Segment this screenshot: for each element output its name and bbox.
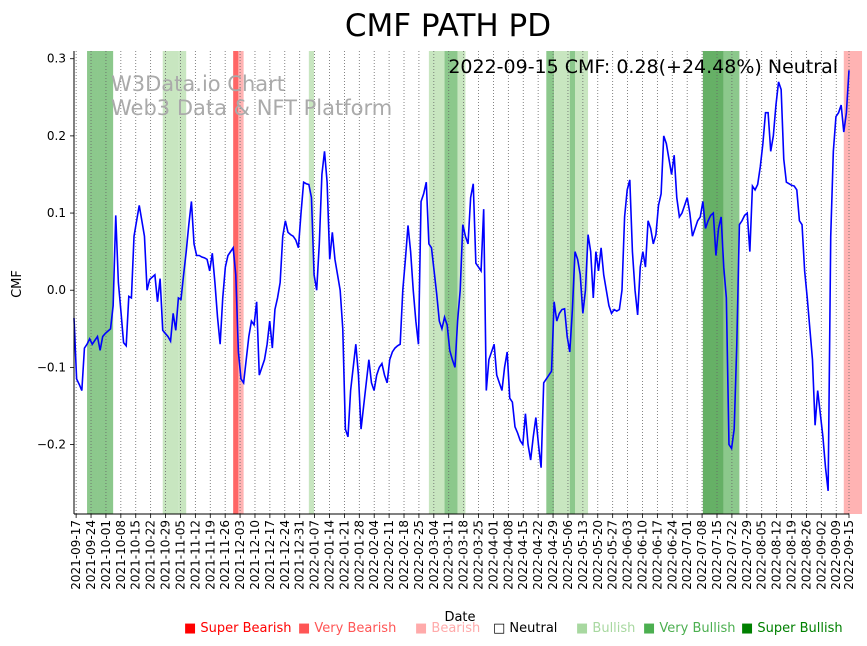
x-tick-label: 2022-09-09 xyxy=(829,520,843,590)
signal-band-6 xyxy=(238,51,244,514)
x-tick-label: 2021-09-17 xyxy=(69,520,83,590)
watermark-line-2: Web3 Data & NFT Platform xyxy=(111,96,392,120)
x-tick-label: 2022-03-18 xyxy=(457,520,471,590)
x-tick-label: 2022-02-04 xyxy=(367,520,381,590)
axes xyxy=(73,51,849,515)
signal-band-10 xyxy=(457,51,466,514)
x-tick-label: 2021-10-22 xyxy=(144,520,158,590)
x-tick-label: 2022-03-11 xyxy=(442,520,456,590)
x-tick-label: 2022-07-22 xyxy=(725,520,739,590)
latest-value-annotation: 2022-09-15 CMF: 0.28(+24.48%) Neutral xyxy=(448,56,838,78)
signal-bands xyxy=(87,51,863,514)
y-tick-label: 0.3 xyxy=(47,52,66,66)
signal-band-17 xyxy=(843,51,863,514)
x-tick-label: 2021-10-01 xyxy=(99,520,113,590)
x-tick-label: 2022-05-13 xyxy=(576,520,590,590)
x-tick-label: 2022-01-21 xyxy=(337,520,351,590)
cmf-series-line xyxy=(73,70,850,491)
x-tick-label: 2022-08-12 xyxy=(770,520,784,590)
legend-item-super-bearish: ■ Super Bearish xyxy=(184,621,292,636)
x-tick-label: 2021-12-31 xyxy=(293,520,307,590)
x-tick-label: 2022-02-18 xyxy=(397,520,411,590)
y-tick-label: −0.2 xyxy=(37,438,66,452)
x-tick-label: 2021-10-08 xyxy=(114,520,128,590)
x-tick-label: 2022-09-02 xyxy=(814,520,828,590)
x-tick-label: 2021-11-26 xyxy=(218,520,232,590)
legend-item-very-bullish: ■ Very Bullish xyxy=(643,621,736,636)
x-tick-label: 2022-07-15 xyxy=(710,520,724,590)
x-tick-label: 2022-04-08 xyxy=(501,520,515,590)
x-tick-label: 2021-12-03 xyxy=(233,520,247,590)
signal-band-12 xyxy=(554,51,570,514)
signal-band-7 xyxy=(308,51,315,514)
signal-band-15 xyxy=(702,51,724,514)
x-tick-label: 2022-02-25 xyxy=(412,520,426,590)
x-tick-label: 2022-06-24 xyxy=(665,520,679,590)
x-tick-label: 2022-02-11 xyxy=(382,520,396,590)
x-tick-label: 2021-12-24 xyxy=(278,520,292,590)
y-axis-label: CMF xyxy=(10,270,25,298)
signal-band-2 xyxy=(97,51,114,514)
x-tick-label: 2022-08-19 xyxy=(785,520,799,590)
x-tick-label: 2021-11-05 xyxy=(173,520,187,590)
x-tick-label: 2021-11-12 xyxy=(188,520,202,590)
x-tick-label: 2022-03-25 xyxy=(472,520,486,590)
legend: ■ Super Bearish ■ Very Bearish ■ Bearish □ … xyxy=(0,621,867,639)
watermark-line-1: W3Data.io Chart xyxy=(111,72,285,96)
x-tick-label: 2021-12-10 xyxy=(248,520,262,590)
x-tick-label: 2022-09-15 xyxy=(842,520,856,590)
x-tick-label: 2022-06-17 xyxy=(650,520,664,590)
legend-item-super-bullish: ■ Super Bullish xyxy=(741,621,843,636)
x-tick-label: 2022-07-08 xyxy=(695,520,709,590)
x-tick-label: 2022-08-26 xyxy=(799,520,813,590)
x-tick-label: 2022-05-27 xyxy=(606,520,620,590)
x-tick-label: 2022-01-07 xyxy=(308,520,322,590)
signal-band-11 xyxy=(546,51,555,514)
x-tick-label: 2022-07-01 xyxy=(680,520,694,590)
x-tick-label: 2022-05-06 xyxy=(561,520,575,590)
x-tick-label: 2022-04-29 xyxy=(546,520,560,590)
x-tick-label: 2022-06-03 xyxy=(621,520,635,590)
x-tick-label: 2022-04-15 xyxy=(516,520,530,590)
x-tick-label: 2022-08-05 xyxy=(755,520,769,590)
x-tick-label: 2022-07-29 xyxy=(740,520,754,590)
signal-band-1 xyxy=(87,51,98,514)
legend-item-bearish: ■ Bearish xyxy=(415,621,481,636)
y-tick-label: 0.0 xyxy=(47,283,66,297)
x-axis-label: Date xyxy=(444,610,475,625)
legend-item-neutral: □ Neutral xyxy=(493,621,558,636)
signal-band-13 xyxy=(569,51,576,514)
y-axis-ticks: −0.2 −0.1 0.0 0.1 0.2 0.3 xyxy=(37,52,74,452)
legend-item-bullish: ■ Bullish xyxy=(576,621,636,636)
x-tick-label: 2022-05-20 xyxy=(591,520,605,590)
signal-band-9 xyxy=(444,51,458,514)
x-tick-label: 2021-12-17 xyxy=(263,520,277,590)
x-tick-label: 2022-04-22 xyxy=(531,520,545,590)
x-tick-label: 2022-06-10 xyxy=(635,520,649,590)
x-tick-label: 2021-11-19 xyxy=(203,520,217,590)
signal-band-8 xyxy=(428,51,445,514)
legend-item-very-bearish: ■ Very Bearish xyxy=(298,621,397,636)
x-tick-label: 2022-03-04 xyxy=(427,520,441,590)
x-tick-label: 2021-10-29 xyxy=(159,520,173,590)
x-tick-label: 2021-10-15 xyxy=(129,520,143,590)
x-tick-label: 2022-01-14 xyxy=(322,520,336,590)
x-axis-ticks: 2021-09-17 2021-09-24 2021-10-01 2021-10-08… xyxy=(69,514,856,590)
x-tick-label: 2022-01-28 xyxy=(352,520,366,590)
chart-title: CMF PATH PD xyxy=(345,8,551,44)
x-tick-label: 2021-09-24 xyxy=(84,520,98,590)
y-tick-label: 0.2 xyxy=(47,129,66,143)
y-tick-label: −0.1 xyxy=(37,360,66,374)
y-tick-label: 0.1 xyxy=(47,206,66,220)
x-tick-label: 2022-04-01 xyxy=(486,520,500,590)
signal-band-3 xyxy=(162,51,179,514)
